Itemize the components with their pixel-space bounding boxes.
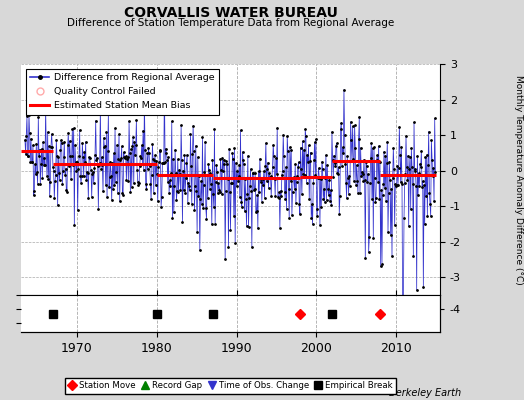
Text: Berkeley Earth: Berkeley Earth <box>389 388 461 398</box>
Legend: Station Move, Record Gap, Time of Obs. Change, Empirical Break: Station Move, Record Gap, Time of Obs. C… <box>64 378 397 394</box>
Text: CORVALLIS WATER BUREAU: CORVALLIS WATER BUREAU <box>124 6 337 20</box>
Text: Difference of Station Temperature Data from Regional Average: Difference of Station Temperature Data f… <box>67 18 394 28</box>
Y-axis label: Monthly Temperature Anomaly Difference (°C): Monthly Temperature Anomaly Difference (… <box>514 75 523 284</box>
Legend: Difference from Regional Average, Quality Control Failed, Estimated Station Mean: Difference from Regional Average, Qualit… <box>26 69 220 115</box>
